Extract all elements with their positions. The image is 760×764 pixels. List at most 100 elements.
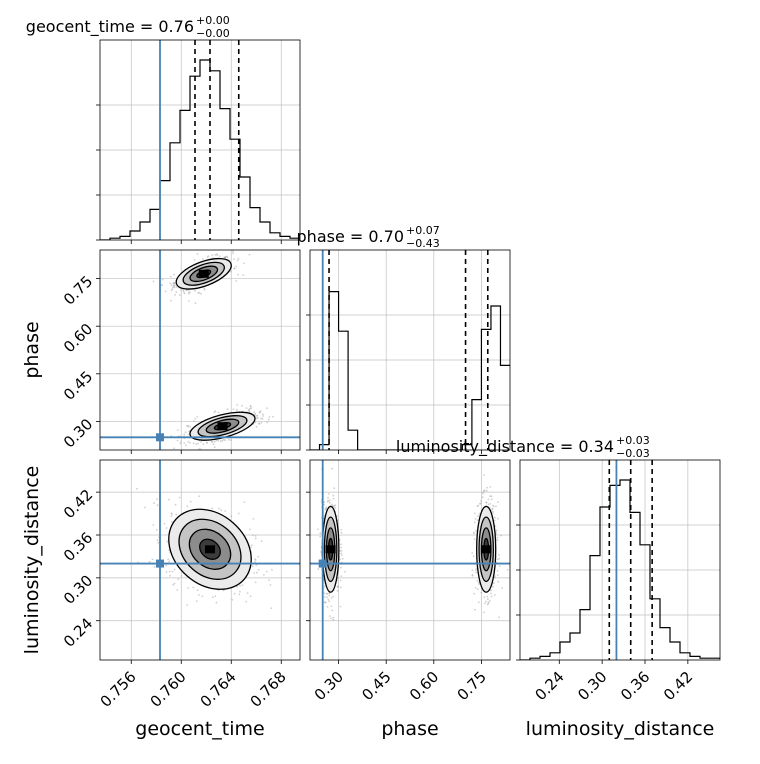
sample-point (232, 408, 235, 411)
sample-point (200, 441, 203, 443)
sample-point (206, 441, 208, 444)
sample-point (340, 528, 343, 531)
sample-point (186, 505, 189, 508)
density-peak (198, 269, 209, 278)
x-tick-label-geocent_time: 0.756 (97, 668, 140, 711)
sample-point (268, 579, 271, 582)
sample-point (167, 558, 170, 561)
truth-marker (156, 559, 164, 568)
sample-point (485, 501, 488, 504)
sample-point (216, 254, 219, 256)
sample-point (224, 256, 227, 259)
sample-point (235, 265, 238, 268)
sample-point (197, 292, 200, 294)
sample-point (327, 499, 330, 502)
sample-point (218, 255, 221, 257)
sample-point (160, 284, 163, 286)
grid-lines (310, 250, 510, 450)
sample-point (245, 600, 248, 603)
sample-point (498, 553, 500, 556)
sample-point (236, 259, 239, 262)
sample-point (486, 486, 488, 489)
sample-point (225, 255, 228, 258)
sample-point (474, 521, 476, 524)
contour-line (476, 505, 497, 593)
sample-point (328, 501, 331, 504)
sample-point (506, 568, 509, 571)
sample-point (490, 495, 493, 498)
sample-point (155, 529, 158, 531)
sample-point (188, 300, 190, 302)
sample-point (483, 596, 486, 599)
sample-point (330, 503, 333, 506)
sample-point (230, 439, 233, 442)
sample-point (213, 440, 216, 443)
panel-frame (99, 39, 301, 241)
sample-point (339, 579, 342, 582)
sample-point (474, 517, 477, 520)
truth-marker (318, 559, 327, 568)
sample-point (486, 595, 489, 598)
sample-point (212, 443, 215, 446)
sample-point (500, 534, 502, 537)
y-tick-label-phase: 0.75 (60, 272, 96, 308)
sample-point (200, 292, 202, 295)
sample-point (218, 507, 221, 510)
sample-point (473, 592, 475, 595)
sample-point (170, 512, 173, 514)
sample-point (492, 582, 495, 585)
contour-line (323, 516, 338, 583)
sample-point (251, 534, 254, 536)
sample-point (180, 575, 183, 577)
title-phase: phase = 0.70 +0.07−0.43 (297, 224, 440, 250)
density-phase-luminosity_distance (317, 467, 509, 621)
sample-point (248, 409, 251, 412)
sample-point (501, 587, 503, 589)
sample-point (172, 281, 175, 284)
title-upper-error: +0.03 (616, 434, 650, 447)
sample-point (477, 601, 480, 604)
sample-point (495, 529, 498, 532)
sample-point (266, 421, 268, 424)
sample-point (249, 528, 251, 531)
sample-point (332, 618, 335, 621)
contour-line (189, 265, 219, 283)
sample-point (332, 494, 335, 497)
sample-point (178, 294, 181, 296)
sample-point (332, 505, 335, 507)
histogram-geocent_time (100, 59, 300, 240)
sample-point (195, 443, 198, 445)
sample-point (480, 500, 482, 502)
y-tick-label-phase: 0.30 (60, 415, 96, 451)
sample-point (148, 560, 151, 563)
sample-point (471, 574, 474, 577)
sample-point (490, 595, 493, 598)
sample-point (328, 499, 331, 502)
sample-point (489, 495, 491, 498)
sample-point (255, 564, 258, 566)
sample-point (237, 512, 240, 515)
sample-point (182, 289, 185, 292)
sample-point (478, 583, 480, 586)
sample-point (239, 590, 241, 593)
x-tick-label-geocent_time: 0.760 (147, 668, 190, 711)
sample-point (323, 501, 326, 504)
sample-point (217, 411, 220, 414)
sample-point (164, 290, 167, 293)
sample-point (257, 555, 259, 558)
sample-point (326, 596, 328, 599)
sample-point (491, 507, 494, 510)
sample-point (252, 518, 255, 520)
sample-point (496, 574, 499, 577)
sample-point (498, 557, 501, 560)
y-tick-label-phase: 0.45 (60, 367, 96, 403)
sample-point (324, 508, 327, 510)
sample-point (187, 587, 190, 589)
sample-point (330, 597, 333, 599)
sample-point (471, 552, 474, 554)
sample-point (236, 404, 239, 406)
sample-point (151, 558, 154, 561)
sample-point (475, 571, 477, 574)
sample-point (490, 498, 493, 501)
